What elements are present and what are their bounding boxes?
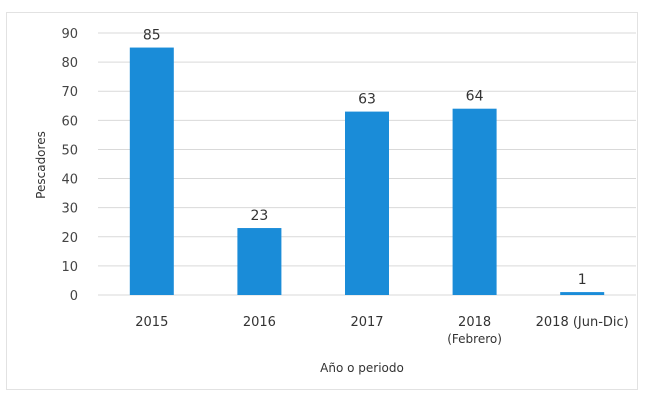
y-tick-label: 70 bbox=[61, 85, 78, 100]
bar bbox=[560, 292, 605, 295]
gridlines bbox=[98, 32, 636, 296]
y-tick-label: 90 bbox=[61, 27, 78, 42]
y-tick-label: 40 bbox=[61, 173, 78, 188]
x-tick-label: 2018 (Jun-Dic) bbox=[536, 315, 629, 330]
x-tick-label: 2016 bbox=[243, 315, 276, 330]
x-axis-title: Año o periodo bbox=[320, 361, 404, 375]
y-tick-label: 50 bbox=[61, 143, 78, 158]
data-label: 1 bbox=[578, 272, 587, 288]
bar bbox=[129, 47, 174, 295]
bar bbox=[345, 111, 389, 295]
data-label: 64 bbox=[466, 89, 484, 105]
y-tick-label: 20 bbox=[61, 231, 78, 246]
x-tick-labels: 2015 2016 2017 2018 (Febrero) 2018 (Jun-Dic) bbox=[135, 315, 629, 346]
bar bbox=[237, 228, 282, 295]
y-tick-label: 80 bbox=[61, 56, 78, 71]
data-label: 63 bbox=[358, 92, 376, 108]
y-axis-title: Pescadores bbox=[34, 131, 48, 199]
x-tick-label: 2017 bbox=[350, 315, 383, 330]
data-labels: 85 23 63 64 1 bbox=[143, 28, 587, 289]
x-tick-label: (Febrero) bbox=[447, 332, 502, 346]
x-tick-label: 2015 bbox=[135, 315, 168, 330]
y-tick-label: 10 bbox=[61, 260, 78, 275]
x-tick-label: 2018 bbox=[458, 315, 491, 330]
y-tick-label: 0 bbox=[70, 289, 78, 304]
data-label: 23 bbox=[250, 208, 268, 224]
chart-frame bbox=[6, 12, 638, 390]
data-label: 85 bbox=[143, 28, 161, 44]
y-tick-label: 60 bbox=[61, 114, 78, 129]
y-tick-labels: 0 10 20 30 40 50 60 70 80 90 bbox=[61, 27, 78, 304]
bar bbox=[452, 108, 497, 295]
y-tick-label: 30 bbox=[61, 202, 78, 217]
bars bbox=[129, 47, 605, 295]
